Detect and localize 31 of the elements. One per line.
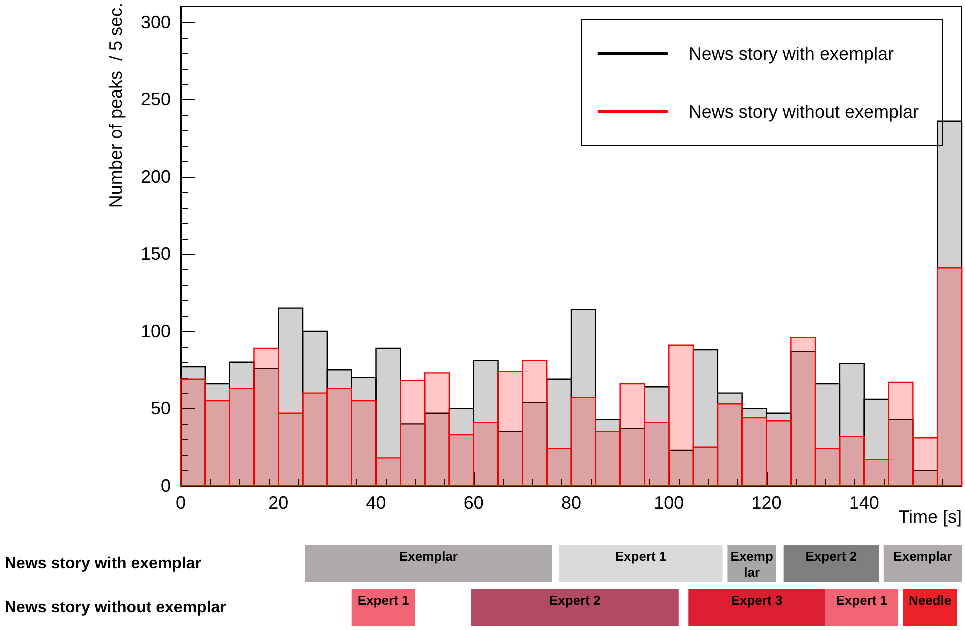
y-tick-label: 50	[150, 398, 171, 419]
series-label: Exemplar	[894, 549, 952, 564]
y-tick-label: 150	[140, 244, 171, 264]
series-label: Needle	[908, 593, 952, 608]
x-tick-label: 40	[366, 493, 386, 513]
x-tick-label: 140	[849, 493, 880, 513]
category-label: News story without exemplar	[5, 600, 226, 616]
series-label: Exemplar	[730, 549, 774, 580]
series-label: Expert 1	[615, 549, 667, 564]
series-label: Expert 1	[836, 593, 888, 608]
x-tick-label: 100	[654, 493, 684, 513]
x-tick-label: 120	[752, 493, 782, 513]
y-tick-label: 250	[140, 90, 171, 110]
series-label: Exemplar	[399, 549, 458, 564]
y-tick-label: 200	[140, 166, 171, 187]
series-label: Expert 2	[806, 549, 858, 564]
legend-label: News story with exemplar	[688, 44, 894, 64]
series-label: Expert 2	[550, 593, 601, 608]
category-label: News story with exemplar	[5, 556, 202, 572]
x-tick-label: 20	[268, 493, 289, 513]
series-label: Expert 3	[731, 593, 783, 608]
y-tick-label: 100	[140, 321, 171, 342]
series-label: Expert 1	[358, 593, 410, 608]
x-axis-title: Time [s]	[898, 507, 962, 527]
y-axis-title: Number of peaks / 5 sec.	[106, 3, 126, 208]
x-tick-label: 0	[176, 493, 186, 513]
y-tick-label: 300	[140, 12, 171, 32]
y-tick-label: 0	[160, 476, 171, 496]
x-tick-label: 80	[561, 493, 582, 513]
x-tick-label: 60	[464, 493, 484, 513]
legend-label: News story without exemplar	[688, 102, 920, 122]
